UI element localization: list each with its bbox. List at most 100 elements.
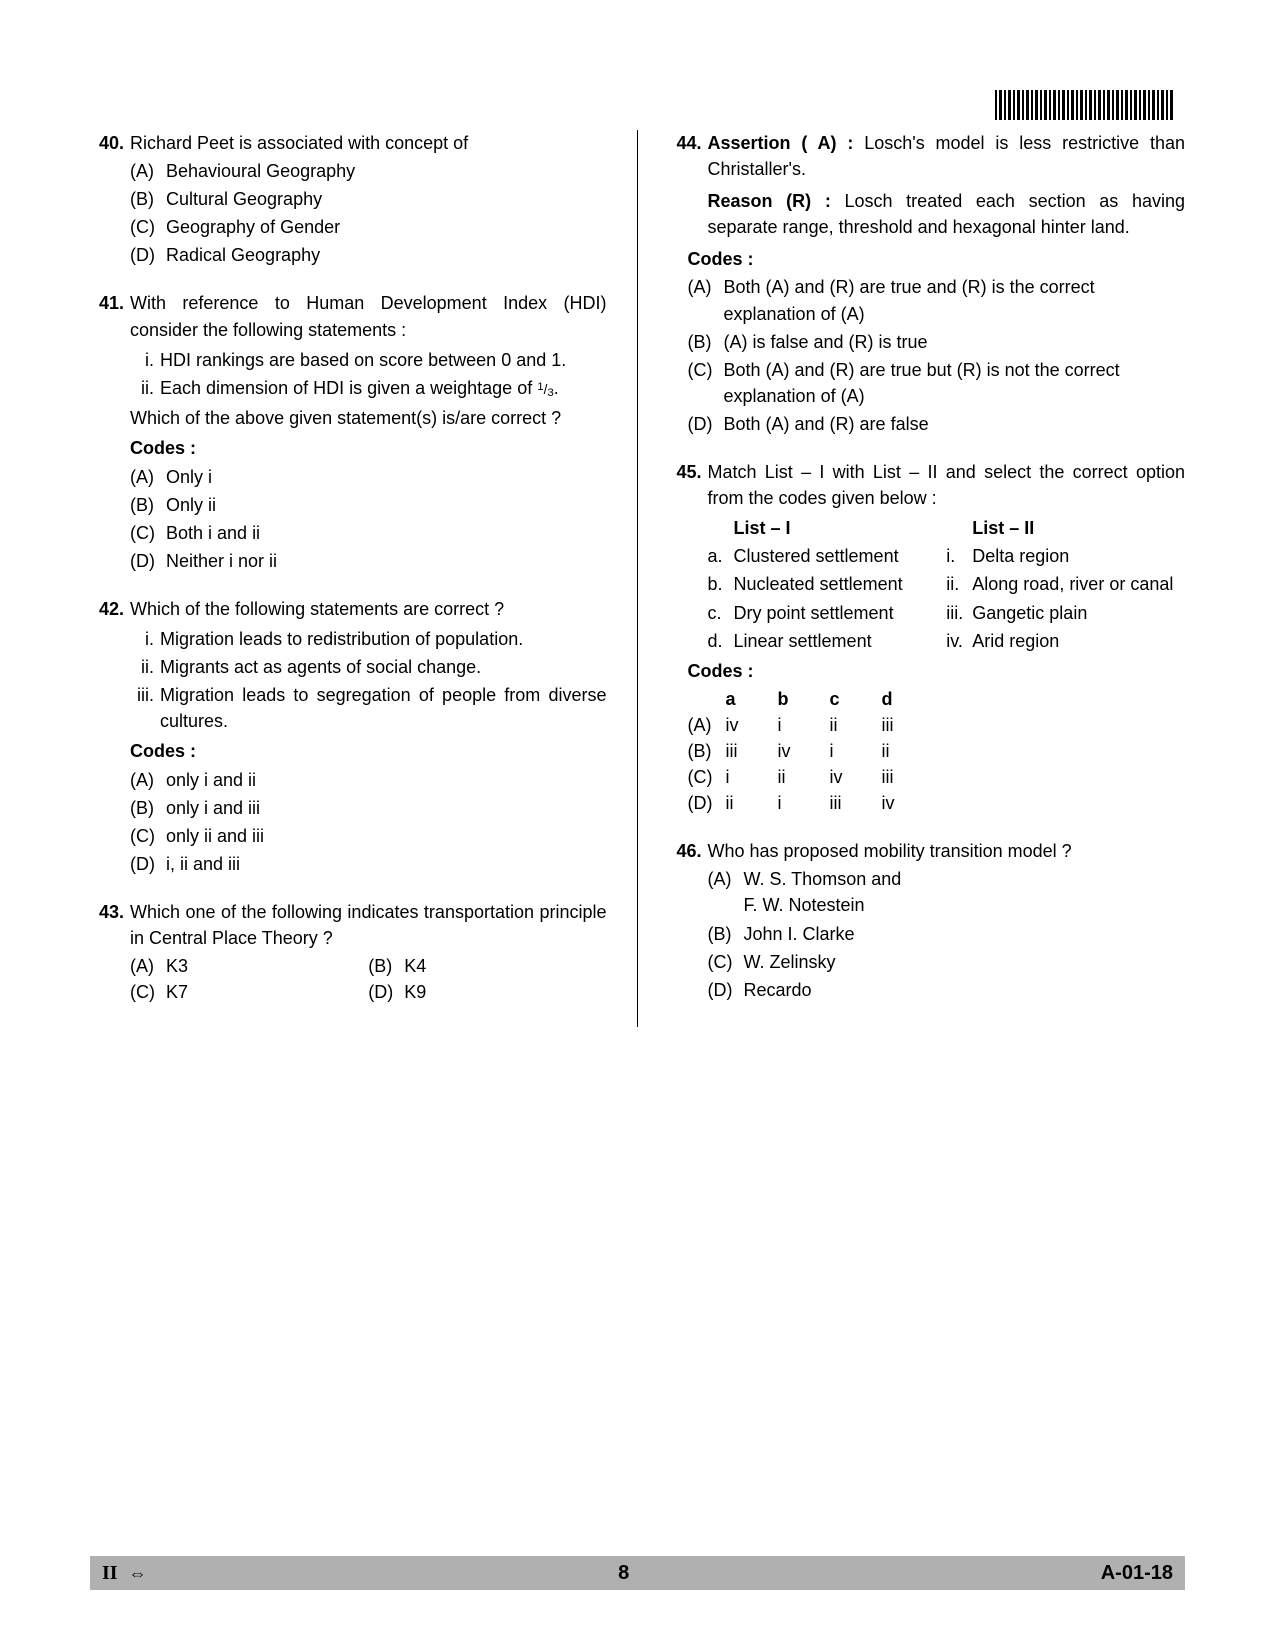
option-label: (C) <box>130 979 166 1005</box>
option-text: Cultural Geography <box>166 186 607 212</box>
codes-cell: i <box>726 764 778 790</box>
question-stem: Which of the following statements are co… <box>130 596 607 622</box>
option-text: Geography of Gender <box>166 214 607 240</box>
option-label: (C) <box>130 823 166 849</box>
followup-text: Which of the above given statement(s) is… <box>130 405 607 431</box>
option-label: (A) <box>130 158 166 184</box>
option-label: (B) <box>688 738 726 764</box>
option-label: (D) <box>688 790 726 816</box>
right-column: 44. Assertion ( A) : Losch's model is le… <box>638 130 1186 1027</box>
codes-head: d <box>882 686 934 712</box>
option-label: (C) <box>708 949 744 975</box>
option-label: (D) <box>708 977 744 1003</box>
roman-label: iii. <box>130 682 160 734</box>
codes-label: Codes : <box>130 435 607 461</box>
codes-head: c <box>830 686 882 712</box>
option-label: (C) <box>688 357 724 409</box>
exam-page: 40. Richard Peet is associated with conc… <box>0 0 1275 1027</box>
question-41: 41. With reference to Human Development … <box>90 290 607 573</box>
codes-cell: ii <box>882 738 934 764</box>
codes-cell: iii <box>726 738 778 764</box>
option-text: K7 <box>166 979 368 1005</box>
option-label: (A) <box>688 274 724 326</box>
option-text: only i and iii <box>166 795 607 821</box>
option-text: only ii and iii <box>166 823 607 849</box>
question-number: 41. <box>90 290 130 401</box>
question-stem: Who has proposed mobility transition mod… <box>708 838 1186 864</box>
question-stem: Richard Peet is associated with concept … <box>130 130 607 156</box>
question-46: 46. Who has proposed mobility transition… <box>668 838 1186 1003</box>
question-40: 40. Richard Peet is associated with conc… <box>90 130 607 268</box>
statement-text: Migrants act as agents of social change. <box>160 654 607 680</box>
left-column: 40. Richard Peet is associated with conc… <box>90 130 638 1027</box>
list2-item: Gangetic plain <box>972 600 1185 626</box>
option-text: Both (A) and (R) are true and (R) is the… <box>724 274 1186 326</box>
option-label: (B) <box>130 492 166 518</box>
codes-cell: iii <box>830 790 882 816</box>
option-label: (D) <box>368 979 404 1005</box>
codes-cell: iii <box>882 764 934 790</box>
barcode <box>995 90 1175 120</box>
option-text: Neither i nor ii <box>166 548 607 574</box>
list2-item: Arid region <box>972 628 1185 654</box>
option-text: only i and ii <box>166 767 607 793</box>
question-stem: Match List – I with List – II and select… <box>708 459 1186 511</box>
codes-label: Codes : <box>130 738 607 764</box>
question-stem: Which one of the following indicates tra… <box>130 899 607 951</box>
roman-label: ii. <box>130 654 160 680</box>
option-text: Only ii <box>166 492 607 518</box>
codes-cell: i <box>830 738 882 764</box>
option-label: (A) <box>130 767 166 793</box>
option-label: (D) <box>130 242 166 268</box>
statement-text: Each dimension of HDI is given a weighta… <box>160 375 607 402</box>
codes-cell: ii <box>830 712 882 738</box>
option-text: i, ii and iii <box>166 851 607 877</box>
codes-cell: iv <box>778 738 830 764</box>
codes-label: Codes : <box>688 246 1186 272</box>
option-label: (D) <box>130 548 166 574</box>
option-label: (A) <box>130 953 166 979</box>
option-text: (A) is false and (R) is true <box>724 329 1186 355</box>
option-text: Only i <box>166 464 607 490</box>
page-footer: II ⇔ 8 A-01-18 <box>90 1556 1185 1590</box>
statement-text: HDI rankings are based on score between … <box>160 347 607 373</box>
codes-cell: ii <box>726 790 778 816</box>
list1-label: b. <box>708 571 734 597</box>
option-text: John I. Clarke <box>744 921 1186 947</box>
list2-item: Delta region <box>972 543 1185 569</box>
option-text: W. Zelinsky <box>744 949 1186 975</box>
codes-cell: iii <box>882 712 934 738</box>
list1-heading: List – I <box>708 515 947 541</box>
option-text: Radical Geography <box>166 242 607 268</box>
question-number: 46. <box>668 838 708 1003</box>
codes-label: Codes : <box>688 658 1186 684</box>
option-text: Recardo <box>744 977 1186 1003</box>
list2-label: iv. <box>946 628 972 654</box>
statement-text: Migration leads to redistribution of pop… <box>160 626 607 652</box>
option-text: Behavioural Geography <box>166 158 607 184</box>
question-stem: With reference to Human Development Inde… <box>130 290 607 342</box>
arrow-icon: ⇔ <box>129 1563 147 1583</box>
option-label: (C) <box>130 214 166 240</box>
roman-label: ii. <box>130 375 160 402</box>
option-text: K3 <box>166 953 368 979</box>
question-number: 44. <box>668 130 708 240</box>
list1-label: d. <box>708 628 734 654</box>
codes-cell: i <box>778 712 830 738</box>
option-label: (B) <box>130 186 166 212</box>
option-label: (C) <box>688 764 726 790</box>
roman-label: i. <box>130 626 160 652</box>
list1-item: Dry point settlement <box>734 600 947 626</box>
codes-cell: iv <box>882 790 934 816</box>
codes-cell: ii <box>778 764 830 790</box>
option-label: (A) <box>688 712 726 738</box>
option-label: (A) <box>130 464 166 490</box>
codes-head: b <box>778 686 830 712</box>
option-text: K9 <box>404 979 606 1005</box>
question-number: 45. <box>668 459 708 654</box>
codes-cell: i <box>778 790 830 816</box>
codes-head: a <box>726 686 778 712</box>
option-label: (B) <box>368 953 404 979</box>
list2-item: Along road, river or canal <box>972 571 1185 597</box>
option-label: (C) <box>130 520 166 546</box>
